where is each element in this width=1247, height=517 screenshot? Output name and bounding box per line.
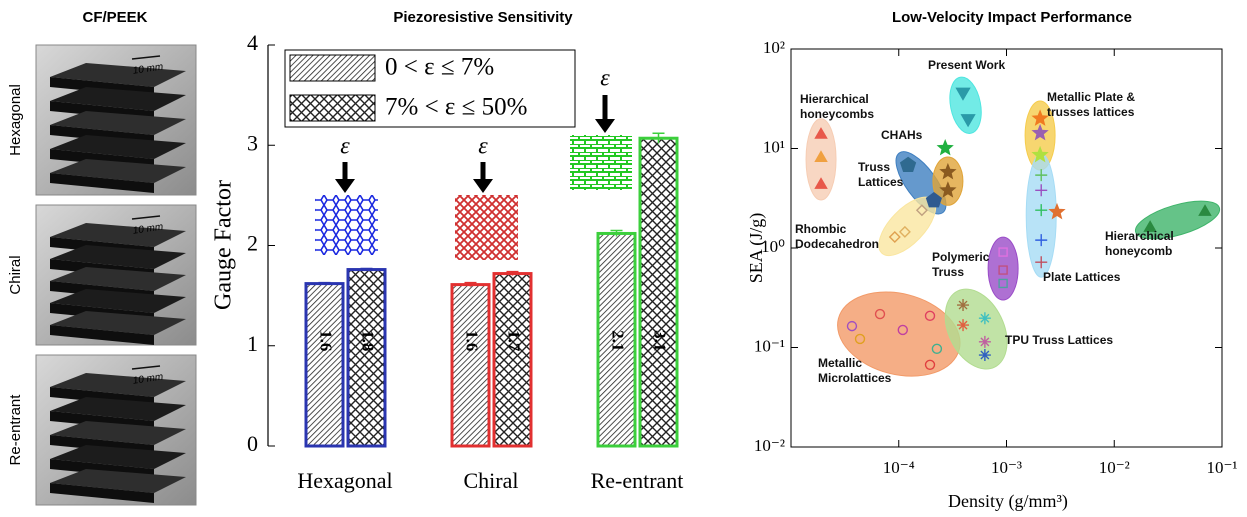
x-tick-label: 10⁻⁴	[883, 458, 915, 477]
bar	[452, 285, 489, 446]
sample-label: Chiral	[7, 255, 24, 294]
annotation: ε	[478, 134, 488, 160]
region-label: TPU Truss Lattices	[1005, 333, 1135, 348]
bar	[348, 270, 385, 446]
region-label: Plate Lattices	[1043, 270, 1143, 285]
region-label: Hierarchical honeycombs	[800, 92, 895, 122]
lattice-icon	[315, 195, 378, 255]
region-label: Metallic Plate & trusses lattices	[1047, 90, 1177, 120]
legend-swatch	[290, 55, 375, 81]
lattice-icon	[570, 135, 632, 190]
annotation: ε	[340, 134, 350, 160]
value-label: 1.6	[317, 330, 336, 351]
y-axis-label: SEA (J/g)	[746, 213, 767, 284]
value-label: 1.6	[463, 330, 482, 351]
x-tick-label: 10⁻²	[1099, 458, 1130, 477]
legend-swatch	[290, 95, 375, 121]
y-tick-label: 3	[247, 130, 258, 155]
region-label: Hierarchical honeycomb	[1105, 229, 1215, 259]
arrow-head	[473, 179, 493, 193]
sample-label: Re-entrant	[7, 394, 24, 466]
x-tick-label: 10⁻¹	[1206, 458, 1237, 477]
y-axis-label: Gauge Factor	[211, 180, 237, 310]
bar	[640, 138, 677, 446]
x-tick-label: Re-entrant	[591, 468, 684, 493]
legend-label: 7% < ε ≤ 50%	[385, 94, 527, 121]
x-tick-label: Chiral	[464, 468, 519, 493]
region-label: Present Work	[928, 58, 1028, 73]
y-tick-label: 2	[247, 231, 258, 256]
y-tick-label: 0	[247, 431, 258, 456]
sample-label: Hexagonal	[7, 84, 24, 156]
region-label: Polymeric Truss	[932, 250, 1002, 280]
value-label: 1.8	[359, 330, 378, 351]
bar	[306, 284, 343, 446]
y-tick-label: 4	[247, 30, 258, 55]
y-tick-label: 10¹	[763, 137, 785, 156]
region-label: Rhombic Dodecahedron	[795, 222, 905, 252]
region-label: Metallic Microlattices	[818, 356, 918, 386]
y-tick-label: 10⁻¹	[754, 336, 785, 355]
x-tick-label: Hexagonal	[297, 468, 392, 493]
y-tick-label: 10⁻²	[754, 436, 785, 455]
lattice-icon	[455, 195, 518, 260]
region-label: Truss Lattices	[858, 160, 908, 190]
bar	[494, 274, 531, 446]
annotation: ε	[600, 66, 610, 92]
y-tick-label: 1	[247, 331, 258, 356]
panel-title: CF/PEEK	[82, 9, 147, 26]
y-tick-label: 10²	[763, 38, 785, 57]
legend-label: 0 < ε ≤ 7%	[385, 54, 494, 81]
chart: CF/PEEK 10 mmHexagonal10 mmChiral10 mmRe…	[0, 0, 1247, 517]
value-label: 2.1	[609, 330, 628, 351]
region-label: CHAHs	[881, 128, 941, 143]
value-label: 3.1	[651, 330, 670, 351]
arrow-head	[335, 179, 355, 193]
chart-title: Low-Velocity Impact Performance	[892, 9, 1132, 26]
x-axis-label: Density (g/mm³)	[948, 491, 1068, 512]
x-tick-label: 10⁻³	[991, 458, 1022, 477]
arrow-head	[595, 119, 615, 133]
figure: CF/PEEK 10 mmHexagonal10 mmChiral10 mmRe…	[0, 0, 1247, 517]
chart-title: Piezoresistive Sensitivity	[393, 9, 573, 26]
value-label: 1.7	[505, 330, 524, 352]
